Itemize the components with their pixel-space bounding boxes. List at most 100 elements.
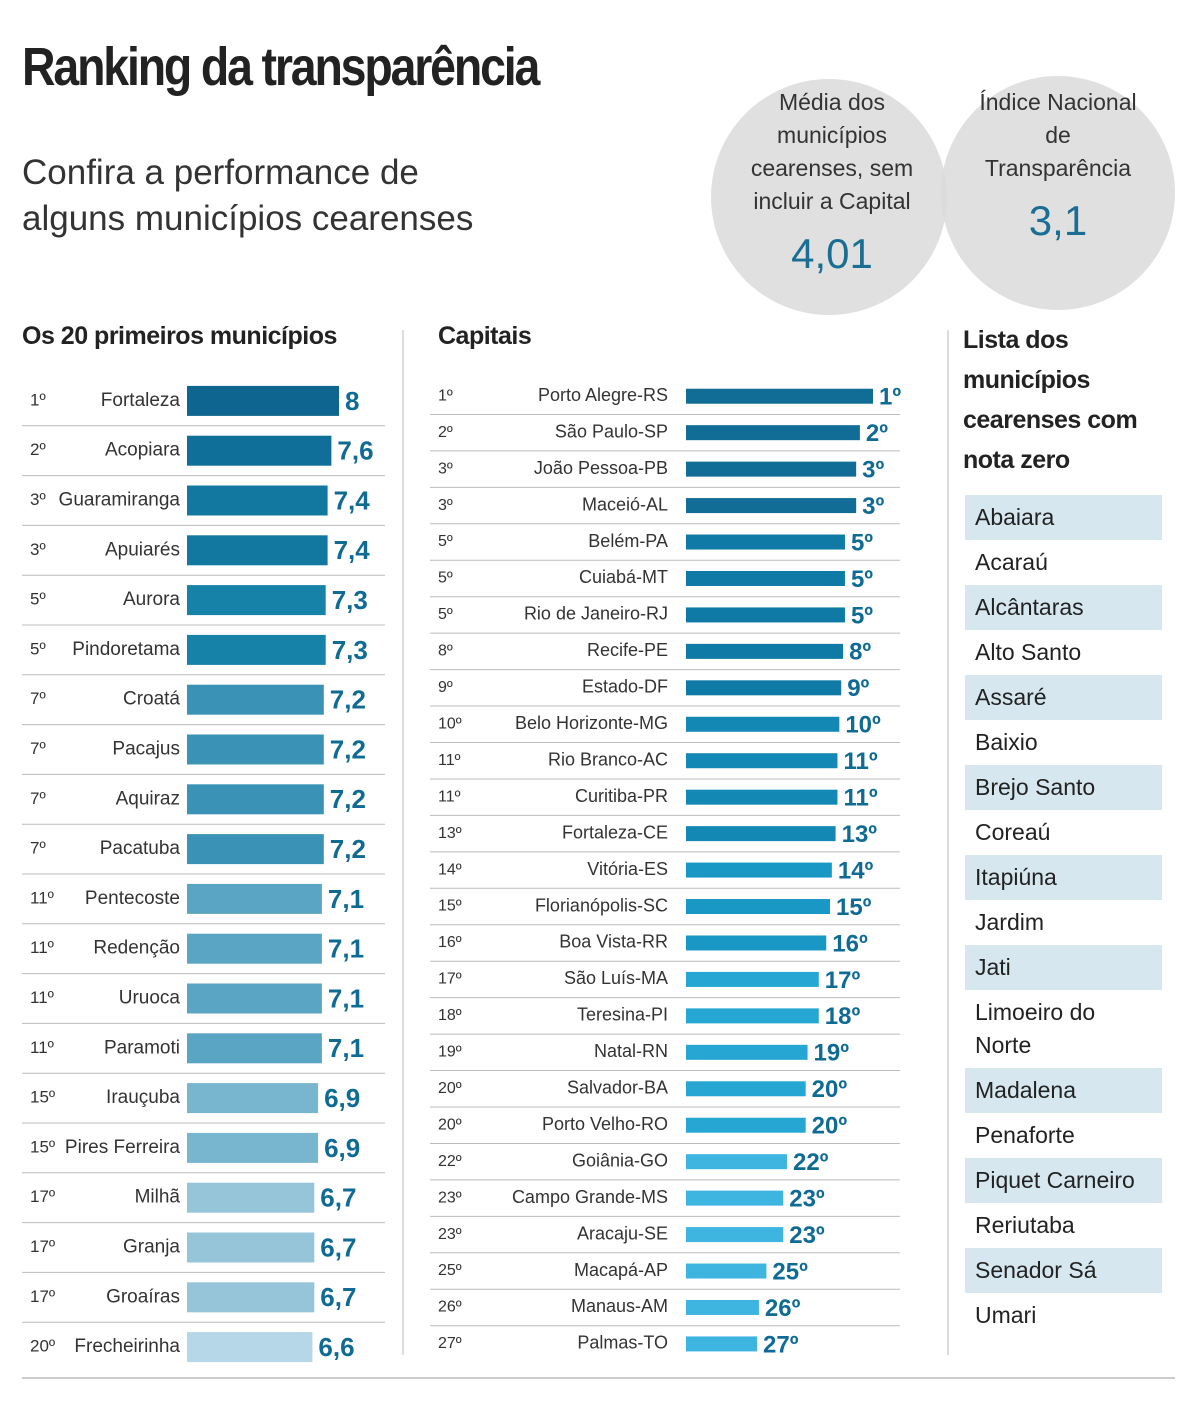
value-label: 1º [879,384,901,411]
value-label: 6,6 [318,1332,354,1362]
bar [187,634,326,665]
bar [686,1227,784,1243]
value-label: 23º [789,1222,825,1249]
category-label: Cuiabá-MT [579,567,668,587]
category-label: Pacajus [112,739,180,760]
value-label: 25º [772,1258,808,1285]
title: Ranking da transparência [22,37,540,97]
category-label: Porto Velho-RO [542,1114,668,1134]
category-label: Palmas-TO [577,1333,668,1353]
category-label: Goiânia-GO [572,1150,668,1170]
rank-label: 18º [438,1007,462,1024]
value-label: 26º [765,1295,801,1322]
category-label: Manaus-AM [571,1296,668,1316]
category-label: Recife-PE [587,640,668,660]
rank-label: 17º [30,1187,55,1206]
rank-label: 3º [30,540,46,559]
category-label: Natal-RN [594,1041,668,1061]
category-label: Curitiba-PR [575,786,668,806]
category-label: Rio Branco-AC [548,749,668,769]
bar [686,1044,808,1060]
list-item: Senador Sá [965,1248,1162,1293]
rank-label: 11º [438,788,461,805]
rank-label: 23º [438,1226,462,1243]
rank-label: 5º [438,570,453,587]
category-label: Pires Ferreira [65,1137,181,1158]
category-label: Uruoca [119,988,181,1009]
list-item: Limoeiro do Norte [975,999,1096,1058]
rank-label: 16º [438,934,462,951]
bar [187,734,324,765]
stat-label: Média dos municípios cearenses, sem incl… [750,89,914,214]
value-label: 7,4 [334,535,371,565]
list-item: Umari [975,1302,1037,1328]
list-item: Alto Santo [975,639,1082,665]
stat-circle [711,79,947,315]
rank-label: 3º [438,497,453,514]
zero-list: Abaiara Acaraú Alcântaras Alto Santo Assaré B… [965,495,1162,1338]
category-label: São Paulo-SP [555,421,668,441]
category-label: Guaramiranga [59,490,181,511]
value-label: 7,2 [330,784,366,814]
value-label: 11º [843,748,877,775]
value-label: 3º [862,456,884,483]
bar [686,607,845,623]
category-label: Florianópolis-SC [535,895,668,915]
category-label: São Luís-MA [564,968,668,988]
value-label: 11º [843,785,877,812]
bar [187,485,328,516]
bar [187,535,328,566]
value-label: 7,2 [330,685,366,715]
category-label: Pacatuba [100,838,181,859]
category-label: Aracaju-SE [577,1223,668,1243]
value-label: 13º [842,821,878,848]
list-item: Alcântaras [965,585,1162,630]
category-label: Frecheirinha [74,1336,180,1357]
bar [187,784,324,815]
rank-label: 3º [438,460,453,477]
list-title: Lista dos municípios cearenses com nota … [963,326,1138,474]
rank-label: 11º [30,888,54,907]
bar [686,534,845,550]
rank-label: 11º [30,1038,54,1057]
bar [187,983,322,1014]
rank-label: 2º [30,440,46,459]
value-label: 7,3 [332,635,368,665]
rank-label: 9º [438,679,453,696]
value-label: 8º [849,639,871,666]
value-label: 6,7 [320,1282,356,1312]
value-label: 5º [851,529,873,556]
category-label: Fortaleza-CE [562,822,668,842]
bar [686,1081,806,1097]
rank-label: 5º [438,533,453,550]
category-label: Rio de Janeiro-RJ [524,604,668,624]
value-label: 6,9 [324,1133,360,1163]
category-label: Teresina-PI [577,1005,668,1025]
bar [187,684,324,715]
rank-label: 22º [438,1153,462,1170]
value-label: 18º [825,1003,861,1030]
value-label: 3º [862,493,884,520]
bar [686,1190,784,1206]
category-label: Granja [123,1237,180,1258]
bar [686,971,819,987]
rank-label: 5º [30,590,46,609]
value-label: 7,1 [328,1033,364,1063]
value-label: 7,6 [337,436,373,466]
category-label: Campo Grande-MS [512,1187,668,1207]
rank-label: 1º [30,390,46,409]
bar [686,935,827,951]
bar [686,1117,806,1133]
rank-label: 2º [438,424,453,441]
rank-label: 15º [438,898,462,915]
rank-label: 7º [30,789,46,808]
category-label: Maceió-AL [582,494,668,514]
bar [187,1332,313,1363]
value-label: 7,2 [330,734,366,764]
category-label: Aquiraz [116,788,180,809]
rank-label: 5º [30,639,46,658]
category-label: Irauçuba [106,1087,180,1108]
rank-label: 8º [438,643,453,660]
value-label: 7,1 [328,884,364,914]
